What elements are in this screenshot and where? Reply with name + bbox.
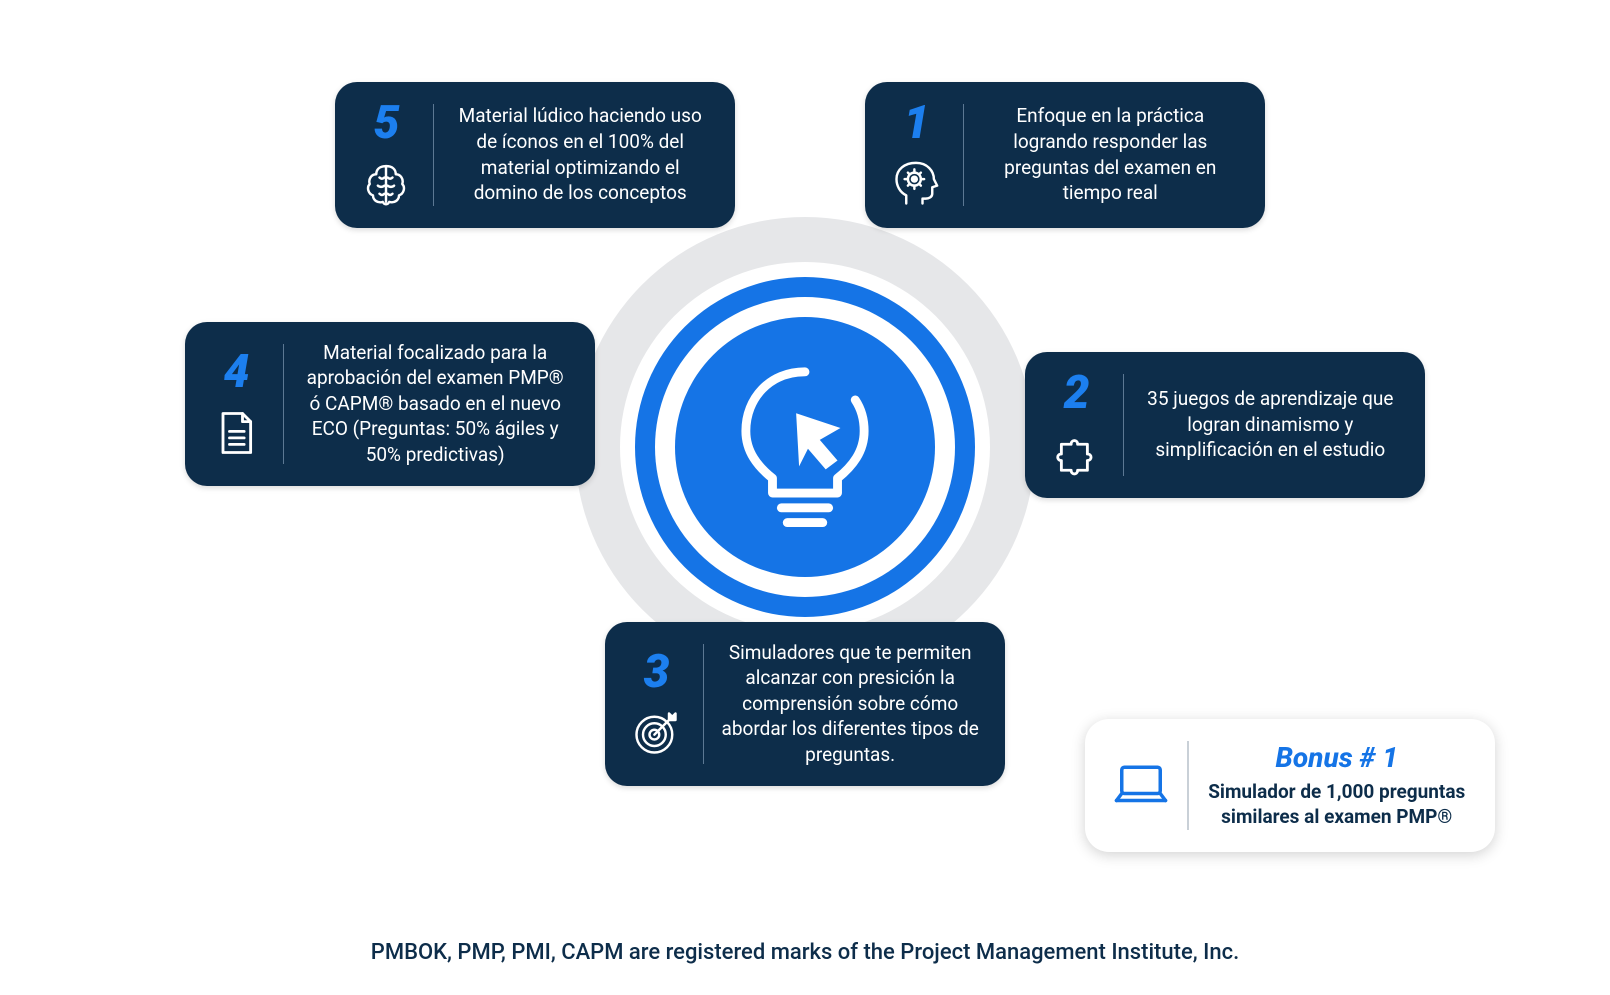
target-arrow-icon	[630, 707, 682, 759]
card-4: 4 Material focalizado para la aprobación…	[185, 322, 595, 486]
center-core	[675, 317, 935, 577]
card-3-text: Simuladores que te permiten alcanzar con…	[721, 640, 979, 768]
card-1: 1 Enfoque en la práctica logrando	[865, 82, 1265, 228]
card-5: 5 Material lúdico haciendo uso de íconos…	[335, 82, 735, 228]
bonus-divider	[1187, 741, 1189, 829]
card-4-number: 4	[224, 349, 249, 395]
bonus-description: Simulador de 1,000 preguntas similares a…	[1207, 780, 1468, 829]
card-3-number: 3	[644, 649, 669, 695]
bonus-title: Bonus # 1	[1207, 741, 1468, 774]
lightbulb-cursor-icon	[730, 360, 880, 534]
brain-icon	[360, 158, 412, 210]
card-2: 2 35 juegos de aprendizaje que logran di…	[1025, 352, 1425, 498]
bonus-body: Bonus # 1 Simulador de 1,000 preguntas s…	[1207, 741, 1468, 829]
head-gear-icon	[890, 158, 942, 210]
document-icon	[210, 407, 262, 459]
card-1-number: 1	[904, 100, 929, 146]
center-graphic	[575, 217, 1035, 677]
card-3: 3 Simuladores que te permiten alcanzar c…	[605, 622, 1005, 786]
card-3-left: 3	[627, 649, 685, 759]
card-2-divider	[1123, 374, 1124, 476]
footnote-text: PMBOK, PMP, PMI, CAPM are registered mar…	[0, 940, 1610, 965]
bonus-box: Bonus # 1 Simulador de 1,000 preguntas s…	[1085, 719, 1495, 851]
card-1-text: Enfoque en la práctica logrando responde…	[982, 103, 1239, 206]
card-2-text: 35 juegos de aprendizaje que logran dina…	[1142, 386, 1399, 463]
card-1-left: 1	[887, 100, 945, 210]
card-5-text: Material lúdico haciendo uso de íconos e…	[451, 103, 709, 206]
card-4-left: 4	[207, 349, 265, 459]
card-4-text: Material focalizado para la aprobación d…	[301, 340, 569, 468]
card-2-left: 2	[1047, 370, 1105, 480]
card-1-divider	[963, 104, 964, 206]
card-5-number: 5	[374, 100, 399, 146]
card-5-left: 5	[357, 100, 415, 210]
card-2-number: 2	[1064, 370, 1089, 416]
laptop-icon	[1113, 762, 1169, 808]
puzzle-piece-icon	[1050, 428, 1102, 480]
infographic-stage: 1 Enfoque en la práctica logrando	[105, 22, 1505, 872]
